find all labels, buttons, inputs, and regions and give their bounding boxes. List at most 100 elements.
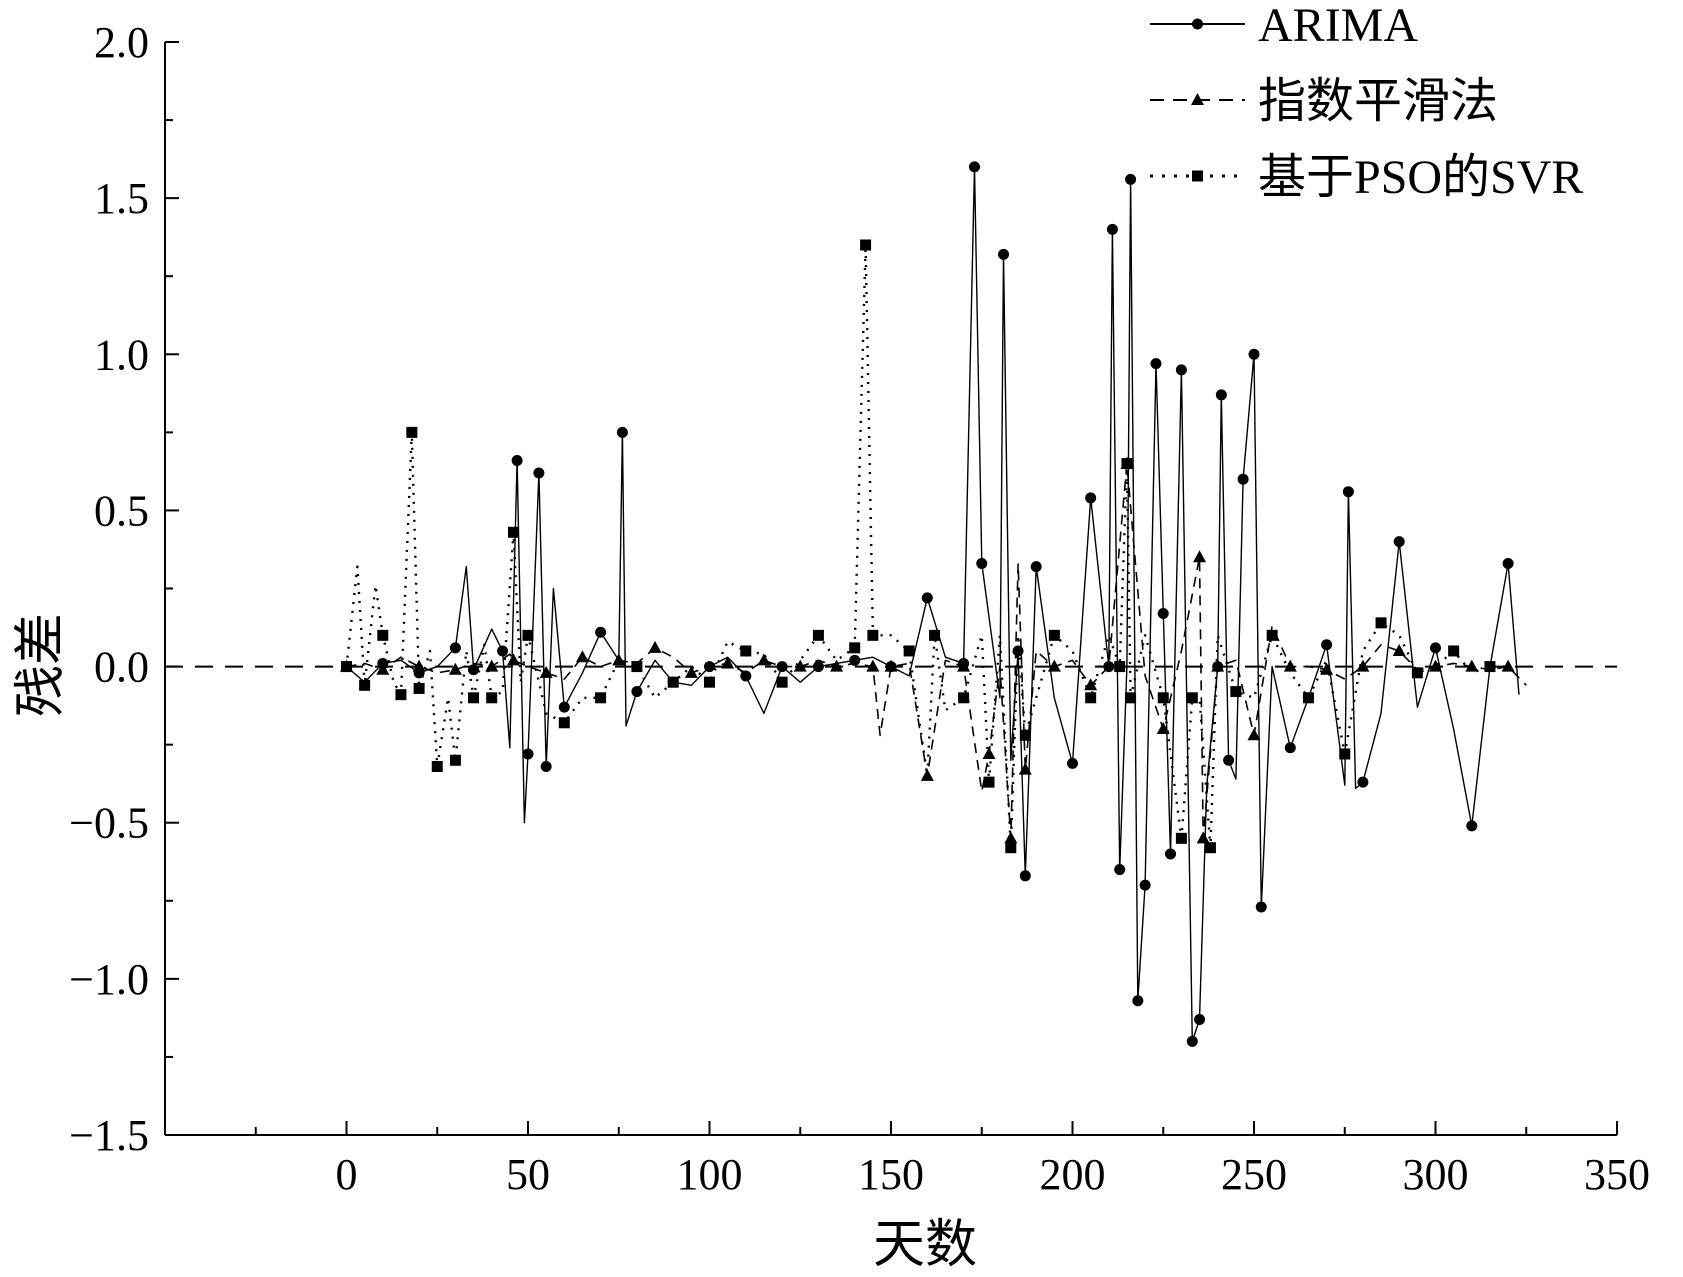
data-point <box>1466 820 1478 832</box>
data-point <box>860 239 872 251</box>
data-point <box>1342 486 1354 498</box>
data-point <box>1196 831 1210 844</box>
data-point <box>1502 558 1514 570</box>
data-point <box>1211 659 1225 672</box>
data-point <box>485 659 499 672</box>
y-tick-label: −1.0 <box>69 955 149 1004</box>
data-point <box>740 645 752 657</box>
data-point <box>533 467 545 479</box>
y-tick-label: 0.0 <box>94 643 149 692</box>
data-point <box>812 629 824 641</box>
x-tick-label: 350 <box>1584 1150 1650 1199</box>
data-point <box>1215 389 1227 401</box>
data-point <box>1018 762 1032 775</box>
data-point <box>1411 667 1423 679</box>
data-point <box>1047 659 1061 672</box>
y-tick-label: −1.5 <box>69 1111 149 1160</box>
data-point <box>1132 995 1144 1007</box>
data-point <box>1283 659 1297 672</box>
data-point <box>539 665 553 678</box>
data-point <box>866 659 880 672</box>
data-point <box>1339 748 1351 760</box>
data-point <box>1320 662 1334 675</box>
data-point <box>1121 458 1133 470</box>
data-point <box>1019 729 1031 741</box>
data-point <box>558 717 570 729</box>
data-point <box>616 426 628 438</box>
data-point <box>575 650 589 663</box>
data-point <box>1284 742 1296 754</box>
plot-area <box>165 161 1617 1047</box>
data-point <box>1194 1013 1206 1025</box>
y-tick-label: 2.0 <box>94 18 149 67</box>
data-point <box>704 676 715 688</box>
x-tick-label: 250 <box>1221 1150 1287 1199</box>
data-point <box>406 426 418 438</box>
data-point <box>998 248 1010 260</box>
data-point <box>1085 692 1097 704</box>
data-point <box>558 701 570 713</box>
y-tick-label: −0.5 <box>69 799 149 848</box>
data-point <box>740 670 752 682</box>
data-point <box>1157 692 1169 704</box>
data-point <box>448 662 462 675</box>
data-point <box>1255 901 1267 913</box>
data-point <box>1175 364 1187 376</box>
data-point <box>903 645 915 657</box>
data-point <box>1223 754 1235 766</box>
y-tick-label: 1.5 <box>94 174 149 223</box>
data-point <box>449 754 461 766</box>
data-point <box>1157 607 1169 619</box>
data-point <box>957 659 971 672</box>
x-axis-title: 天数 <box>873 1217 977 1274</box>
data-point <box>1430 642 1441 654</box>
data-point <box>522 629 534 641</box>
data-point <box>1114 864 1126 876</box>
legend-label: 基于PSO的SVR <box>1258 151 1583 204</box>
data-point <box>1247 728 1261 741</box>
data-point <box>511 454 523 466</box>
data-point <box>721 656 735 669</box>
x-tick-label: 150 <box>858 1150 924 1199</box>
data-point <box>1067 757 1078 769</box>
data-point <box>1204 842 1216 854</box>
data-point <box>1193 550 1207 563</box>
data-point <box>468 664 480 676</box>
data-point <box>1125 692 1137 704</box>
series-3 <box>341 239 1509 854</box>
data-point <box>1005 842 1017 854</box>
series-line <box>345 243 1509 849</box>
data-point <box>1186 692 1198 704</box>
y-tick-label: 1.0 <box>94 330 149 379</box>
data-point <box>506 653 520 666</box>
data-point <box>1321 639 1333 651</box>
data-point <box>522 748 534 760</box>
data-point <box>1230 686 1242 698</box>
data-point <box>1150 358 1162 370</box>
data-point <box>976 558 988 570</box>
data-point <box>377 629 389 641</box>
data-point <box>884 659 898 672</box>
data-point <box>1501 659 1515 672</box>
data-point <box>648 640 662 653</box>
data-point <box>395 689 407 701</box>
data-point <box>982 747 996 760</box>
series-line <box>346 462 1527 840</box>
legend-marker <box>1192 18 1203 30</box>
x-tick-label: 100 <box>677 1150 743 1199</box>
data-point <box>612 653 626 666</box>
data-point <box>1084 678 1098 691</box>
data-point <box>1175 832 1187 844</box>
data-point <box>684 665 698 678</box>
data-point <box>812 661 824 673</box>
legend-label: ARIMA <box>1258 0 1418 52</box>
data-point <box>540 761 552 773</box>
data-point <box>776 676 788 688</box>
data-point <box>595 692 607 704</box>
data-point <box>507 526 519 538</box>
series-line <box>346 166 1520 1043</box>
data-point <box>1302 692 1314 704</box>
data-point <box>1114 661 1126 673</box>
data-point <box>1448 645 1460 657</box>
